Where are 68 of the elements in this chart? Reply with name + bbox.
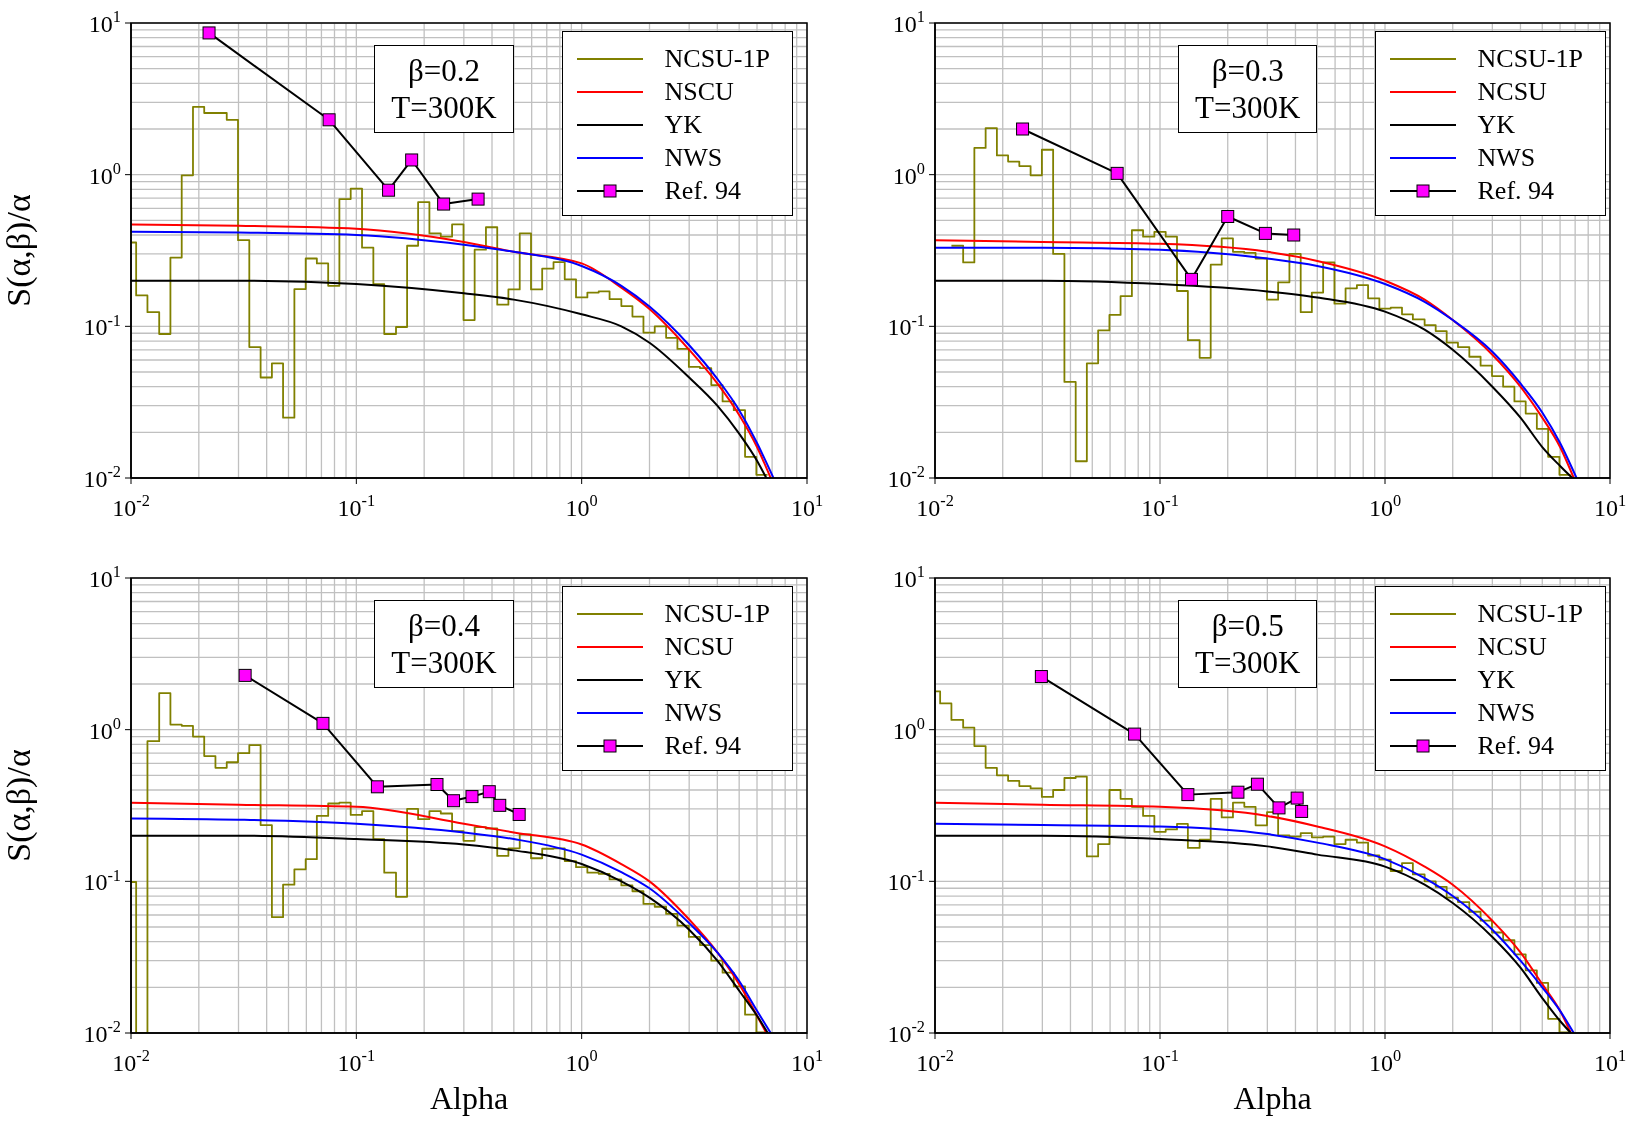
annotation: β=0.3	[1210, 52, 1285, 89]
legend-label: Ref. 94	[1477, 730, 1555, 761]
text-box: β=0.5 T=300K	[1178, 600, 1318, 688]
legend-label: NCSU-1P	[1477, 598, 1583, 629]
x-tick-label: 10$^{0}$	[565, 1046, 598, 1076]
x-axis-title: Alpha	[1233, 1080, 1312, 1116]
y-tick-label: 10$^{1}$	[88, 562, 121, 592]
y-tick-label: 10$^{1}$	[892, 7, 925, 37]
annotation: β=0.2	[407, 52, 481, 89]
y-tick-label: 10$^{-2}$	[887, 1017, 925, 1047]
x-tick-label: 10$^{1}$	[1593, 491, 1627, 521]
y-tick-label: 10$^{-2}$	[887, 462, 925, 492]
x-tick-label: 10$^{0}$	[1368, 1046, 1402, 1076]
x-tick-label: 10$^{-1}$	[1141, 1046, 1179, 1076]
legend-label: NCSU	[1477, 631, 1547, 662]
legend-label: Ref. 94	[664, 175, 742, 206]
legend-label: YK	[664, 109, 703, 140]
y-tick-label: 10$^{1}$	[88, 7, 121, 37]
text-box: β=0.4 T=300K	[374, 600, 514, 688]
x-tick-label: 10$^{-2}$	[916, 491, 954, 521]
y-tick-label: 10$^{1}$	[892, 562, 925, 592]
legend-label: Ref. 94	[664, 730, 742, 761]
annotation: β=0.4	[407, 607, 481, 644]
x-tick-label: 10$^{1}$	[790, 491, 824, 521]
annotation: β=0.5	[1210, 607, 1285, 644]
annotation: T=300K	[1195, 89, 1301, 126]
y-tick-label: 10$^{-2}$	[83, 1017, 121, 1047]
legend-label: NCSU-1P	[1477, 43, 1583, 74]
annotation: T=300K	[391, 644, 497, 681]
x-tick-label: 10$^{-2}$	[916, 1046, 954, 1076]
x-tick-label: 10$^{-1}$	[337, 1046, 376, 1076]
x-tick-label: 10$^{1}$	[790, 1046, 824, 1076]
y-tick-label: 10$^{0}$	[892, 159, 925, 189]
x-tick-label: 10$^{0}$	[565, 491, 598, 521]
x-axis-title: Alpha	[429, 1080, 509, 1116]
x-tick-label: 10$^{-2}$	[112, 491, 150, 521]
legend-label: Ref. 94	[1477, 175, 1555, 206]
y-axis-title: S(α,β)/α	[0, 749, 39, 862]
x-tick-label: 10$^{-2}$	[112, 1046, 150, 1076]
y-tick-label: 10$^{-1}$	[83, 310, 121, 341]
text-box: β=0.3 T=300K	[1178, 45, 1318, 133]
legend-label: NCSU-1P	[664, 598, 770, 629]
legend-label: NSCU	[664, 76, 734, 107]
annotation: T=300K	[391, 89, 497, 126]
x-tick-label: 10$^{-1}$	[1141, 491, 1179, 521]
y-tick-label: 10$^{0}$	[88, 714, 121, 744]
legend-label: NWS	[1477, 142, 1536, 173]
y-tick-label: 10$^{-2}$	[83, 462, 121, 492]
text-box: β=0.2 T=300K	[374, 45, 514, 133]
legend-label: YK	[1477, 109, 1516, 140]
annotation: T=300K	[1195, 644, 1301, 681]
y-axis-title: S(α,β)/α	[0, 194, 39, 307]
legend-label: NWS	[664, 142, 723, 173]
legend-label: NWS	[664, 697, 723, 728]
legend-label: YK	[1477, 664, 1516, 695]
y-tick-label: 10$^{-1}$	[83, 865, 121, 896]
x-tick-label: 10$^{1}$	[1593, 1046, 1627, 1076]
x-tick-label: 10$^{-1}$	[337, 491, 376, 521]
y-tick-label: 10$^{-1}$	[887, 310, 925, 341]
x-tick-label: 10$^{0}$	[1368, 491, 1402, 521]
legend-label: NCSU	[1477, 76, 1547, 107]
y-tick-label: 10$^{0}$	[892, 714, 925, 744]
y-tick-label: 10$^{0}$	[88, 159, 121, 189]
legend-label: NCSU	[664, 631, 734, 662]
legend-label: NCSU-1P	[664, 43, 770, 74]
legend-label: YK	[664, 664, 703, 695]
legend-label: NWS	[1477, 697, 1536, 728]
y-tick-label: 10$^{-1}$	[887, 865, 925, 896]
